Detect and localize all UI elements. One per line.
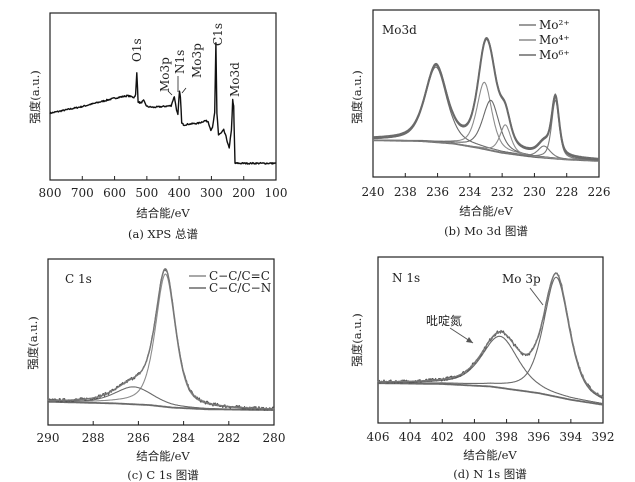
plot-frame-a [49,12,277,181]
peak-label: Mo3p [190,43,204,78]
peak-label: Mo3p [158,57,172,92]
panel-d: 406 404 402 400 398 396 394 392 吡啶氮 Mo 3p [367,256,615,444]
x-tick-label: 286 [127,431,150,445]
xlabel-d: 结合能/eV [463,448,517,462]
title-c: C 1s [65,272,92,286]
x-tick-label: 800 [39,186,62,200]
measured-data-line [377,272,604,399]
arrow-icon [181,87,187,94]
plot-frame-d [377,256,604,424]
x-tick-label: 240 [362,185,385,199]
x-tick-label: 280 [263,431,286,445]
envelope-line [378,272,604,398]
x-tick-label: 232 [491,185,514,199]
fit-component-1 [378,335,604,405]
arrow-icon [529,287,544,306]
caption-d: (d) N 1s 图谱 [453,467,527,481]
fit-component-2 [378,276,604,399]
legend-label: Mo²⁺ [539,18,570,32]
x-tick-label: 100 [265,186,288,200]
x-tick-label: 398 [495,430,518,444]
x-tick-label: 500 [135,186,158,200]
x-tick-label: 284 [172,431,195,445]
background-line [377,382,604,406]
plot-frame-c [47,258,275,426]
x-tick-label: 406 [367,430,390,444]
x-tick-label: 238 [394,185,417,199]
ylabel-d: 强度(a.u.) [350,313,364,367]
envelope-line [48,268,275,410]
x-tick-label: 404 [399,430,422,444]
title-b: Mo3d [382,23,417,37]
x-tick-label: 234 [458,185,481,199]
x-tick-label: 226 [588,185,611,199]
caption-a: (a) XPS 总谱 [128,227,198,241]
x-tick-label: 402 [431,430,454,444]
ylabel-b: 强度(a.u.) [350,70,364,124]
fit-component-1 [373,66,599,162]
ylabel-a: 强度(a.u.) [28,70,42,124]
arrowhead-icon [466,337,473,343]
x-tick-label: 396 [527,430,550,444]
ylabel-c: 强度(a.u.) [26,316,40,370]
legend-label: Mo⁶⁺ [539,48,570,62]
x-tick-label: 394 [559,430,582,444]
x-tick-label: 400 [168,186,191,200]
caption-b: (b) Mo 3d 图谱 [444,224,528,238]
x-tick-label: 290 [37,431,60,445]
envelope-line-outer [372,37,599,159]
plot-frame-b [372,9,600,178]
xlabel-a: 结合能/eV [136,206,190,220]
xlabel-c: 结合能/eV [136,449,190,463]
legend-label: C−C/C−N [209,281,271,295]
legend-label: Mo⁴⁺ [539,33,570,47]
x-tick-label: 300 [200,186,223,200]
survey-spectrum-line [49,42,277,165]
arrow-icon [167,90,173,96]
caption-c: (c) C 1s 图谱 [127,468,199,482]
x-tick-label: 230 [523,185,546,199]
peak-label: O1s [130,38,144,62]
panel-b: 240 238 236 234 232 230 228 226 Mo²⁺Mo⁴⁺Mo⁶⁺ [362,9,611,199]
x-tick-label: 392 [592,430,615,444]
panel-c: 290 288 286 284 282 280 C−C/C=CC−C/C−N [37,258,286,445]
peak-label: C1s [211,23,225,46]
x-tick-label: 400 [463,430,486,444]
x-tick-label: 600 [103,186,126,200]
x-tick-label: 700 [71,186,94,200]
annotation-mo3p: Mo 3p [502,272,541,286]
peak-label: N1s [173,50,187,74]
peak-label: Mo3d [228,62,242,97]
x-tick-label: 200 [232,186,255,200]
x-tick-label: 282 [217,431,240,445]
panel-a: 800 700 600 500 400 300 200 100 O1s Mo3p N1s Mo3p C1… [39,12,288,200]
x-tick-label: 228 [555,185,578,199]
annotation-pyridinic-n: 吡啶氮 [426,313,462,328]
title-d: N 1s [392,271,420,285]
x-tick-label: 288 [82,431,105,445]
xlabel-b: 结合能/eV [459,204,513,218]
legend-label: C−C/C=C [209,269,270,283]
x-tick-label: 236 [426,185,449,199]
